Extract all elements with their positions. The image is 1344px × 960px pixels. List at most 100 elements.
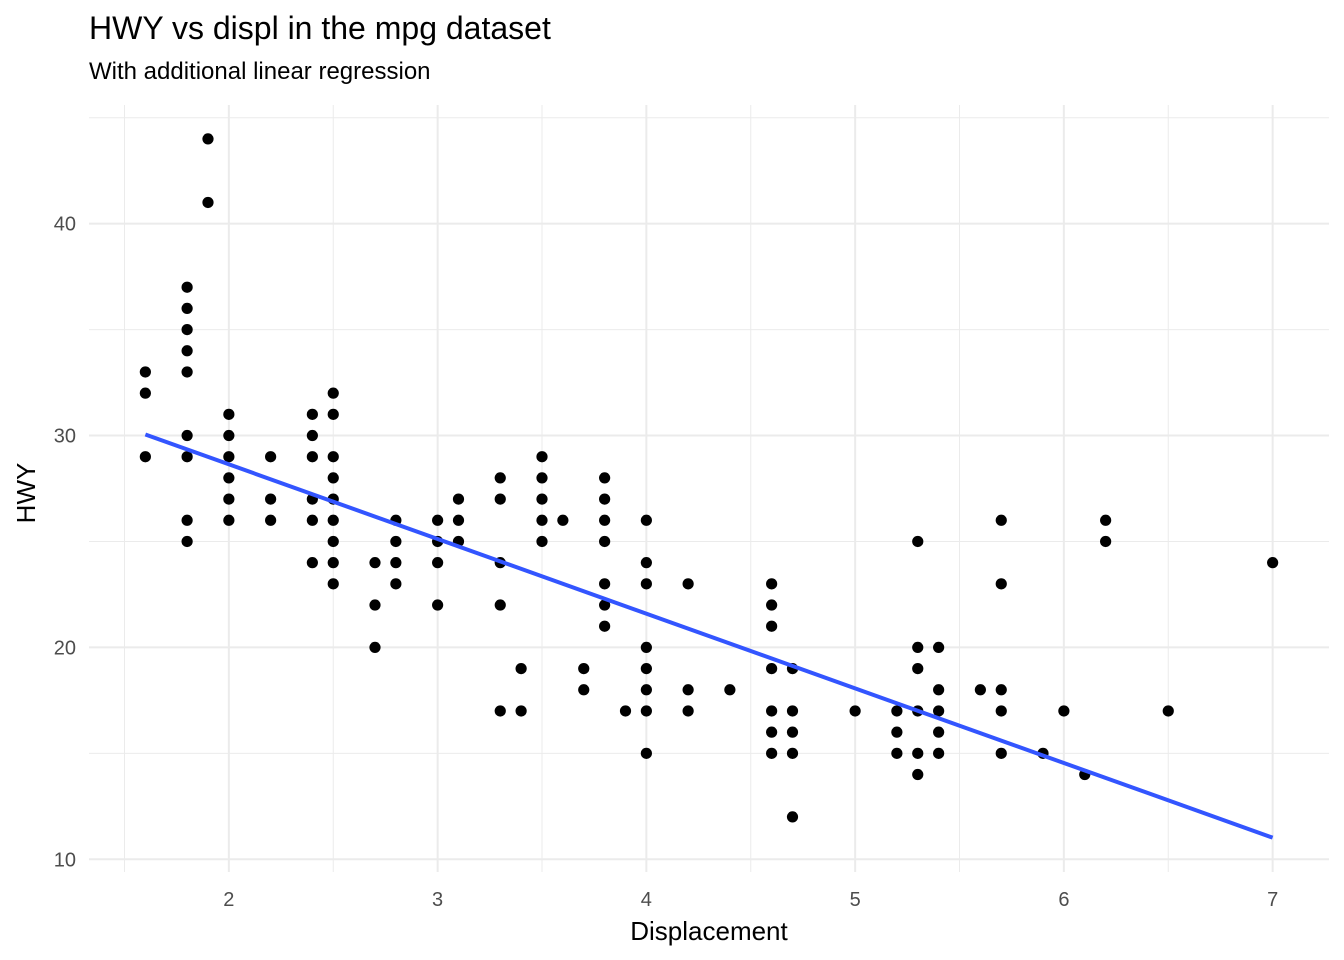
regression-layer [144, 432, 1274, 840]
data-point [640, 557, 652, 569]
data-point [327, 578, 339, 590]
data-point [265, 493, 277, 505]
data-point [536, 472, 548, 484]
data-point [327, 535, 339, 548]
data-point [891, 705, 903, 717]
data-point [202, 196, 214, 209]
data-point [599, 535, 611, 548]
data-point [786, 747, 799, 759]
data-point [766, 705, 778, 717]
data-point [640, 514, 652, 526]
data-point [536, 514, 548, 526]
data-point [640, 705, 652, 717]
data-point [933, 684, 945, 696]
data-point [139, 366, 151, 378]
data-point [640, 662, 652, 675]
data-point [1058, 705, 1070, 717]
x-tick-label: 6 [1058, 889, 1069, 911]
data-point [640, 684, 652, 696]
data-point [223, 514, 235, 526]
y-tick-label: 20 [54, 637, 76, 659]
data-point [432, 557, 444, 569]
y-axis-title: HWY [11, 463, 41, 524]
data-point [724, 684, 736, 696]
x-axis-ticks: 2 3 4 5 6 7 [223, 889, 1278, 911]
data-point [494, 599, 506, 611]
data-point [327, 387, 339, 399]
minor-gridlines [89, 105, 1329, 872]
data-point [995, 705, 1007, 717]
data-point [181, 366, 193, 378]
data-point [181, 281, 193, 293]
data-point [912, 662, 924, 675]
data-point [223, 408, 235, 420]
data-point [181, 514, 193, 526]
data-point [452, 493, 465, 505]
data-point [181, 323, 193, 336]
chart-title: HWY vs displ in the mpg dataset [89, 10, 551, 46]
data-point [933, 726, 945, 738]
data-point [640, 641, 652, 654]
data-point [181, 345, 193, 357]
data-point [265, 451, 277, 463]
data-point [578, 684, 590, 696]
data-point [390, 557, 402, 569]
data-point [327, 472, 339, 484]
major-gridlines [89, 105, 1329, 872]
data-point [599, 493, 611, 505]
x-tick-label: 7 [1267, 889, 1278, 911]
data-point [181, 535, 193, 548]
data-point [786, 726, 799, 738]
data-point [494, 493, 506, 505]
data-point [599, 599, 611, 611]
data-points [139, 133, 1279, 823]
x-axis-title: Displacement [630, 916, 788, 946]
data-point [327, 451, 339, 463]
data-point [682, 705, 694, 717]
data-point [494, 705, 506, 717]
data-point [1162, 705, 1174, 717]
data-point [682, 684, 694, 696]
data-point [306, 451, 318, 463]
data-point [306, 429, 318, 442]
data-point [933, 747, 945, 759]
data-point [640, 747, 652, 759]
data-point [139, 451, 151, 463]
data-point [223, 451, 235, 463]
data-point [766, 747, 778, 759]
data-point [515, 705, 527, 717]
data-point [1100, 535, 1112, 548]
data-point [599, 514, 611, 526]
data-point [640, 578, 652, 590]
data-point [327, 557, 339, 569]
data-point [202, 133, 214, 145]
data-point [599, 620, 611, 632]
data-point [223, 472, 235, 484]
data-point [786, 705, 799, 717]
data-point [181, 302, 193, 315]
data-point [933, 705, 945, 717]
chart-subtitle: With additional linear regression [89, 58, 431, 85]
data-point [369, 557, 381, 569]
data-point [849, 705, 861, 717]
data-point [599, 578, 611, 590]
data-point [139, 387, 151, 399]
data-point [557, 514, 569, 526]
data-point [619, 705, 632, 717]
data-point [181, 451, 193, 463]
data-point [995, 684, 1007, 696]
data-point [494, 472, 506, 484]
data-point [766, 599, 778, 611]
data-point [306, 514, 318, 526]
data-point [181, 429, 193, 442]
x-tick-label: 2 [223, 889, 234, 911]
regression-line [144, 432, 1274, 840]
data-point [766, 620, 778, 632]
data-point [536, 451, 548, 463]
data-point [578, 662, 590, 675]
data-point [891, 726, 903, 738]
data-point [766, 578, 778, 590]
data-point [995, 747, 1007, 759]
data-point [912, 768, 924, 781]
